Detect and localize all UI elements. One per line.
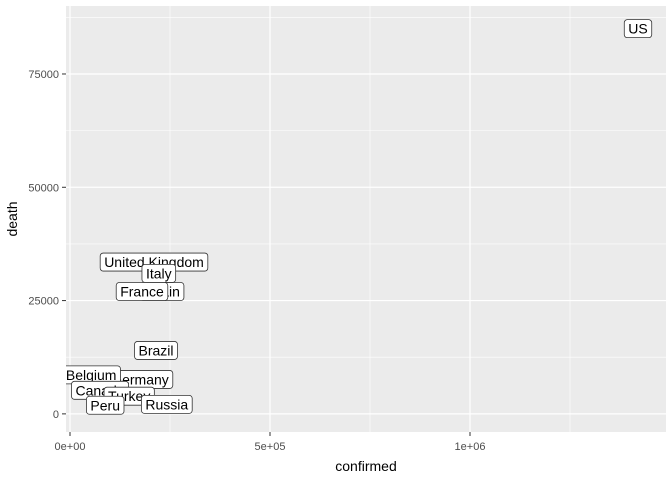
- x-axis-title: confirmed: [335, 458, 396, 474]
- data-point-label-text: US: [628, 21, 647, 37]
- data-point-label: United Kingdom: [99, 252, 209, 272]
- data-point-label-box: [86, 395, 125, 415]
- y-tick-label: 50000: [28, 182, 59, 194]
- y-tick-label: 25000: [28, 296, 59, 308]
- data-point-label-box: [134, 341, 178, 360]
- data-point-label-text: Belgium: [66, 367, 117, 383]
- y-axis-title: death: [4, 201, 20, 236]
- data-point-label: US: [623, 19, 653, 39]
- data-point-label: Italy: [141, 263, 177, 283]
- plot-panel: [66, 6, 666, 432]
- data-point-label-box: [623, 19, 653, 39]
- data-point-label-box: [115, 282, 169, 301]
- y-tick-label: 0: [53, 409, 59, 421]
- x-tick-label: 1e+06: [455, 441, 486, 453]
- data-point-label-text: United Kingdom: [104, 254, 204, 270]
- data-point-label: Brazil: [134, 341, 178, 360]
- data-point-label-box: [141, 394, 193, 414]
- data-point-label-text: Peru: [90, 397, 120, 413]
- x-tick-label: 0e+00: [55, 441, 86, 453]
- data-point-label-text: France: [120, 284, 164, 300]
- data-point-label-text: Brazil: [138, 342, 173, 358]
- data-point-label: Russia: [141, 394, 193, 414]
- data-point-label-text: Russia: [145, 396, 188, 412]
- x-tick-label: 5e+05: [255, 441, 286, 453]
- data-point-label: France: [115, 282, 169, 301]
- data-point-label: Peru: [86, 395, 125, 415]
- data-point-label-text: Italy: [146, 265, 172, 281]
- y-tick-label: 75000: [28, 69, 59, 81]
